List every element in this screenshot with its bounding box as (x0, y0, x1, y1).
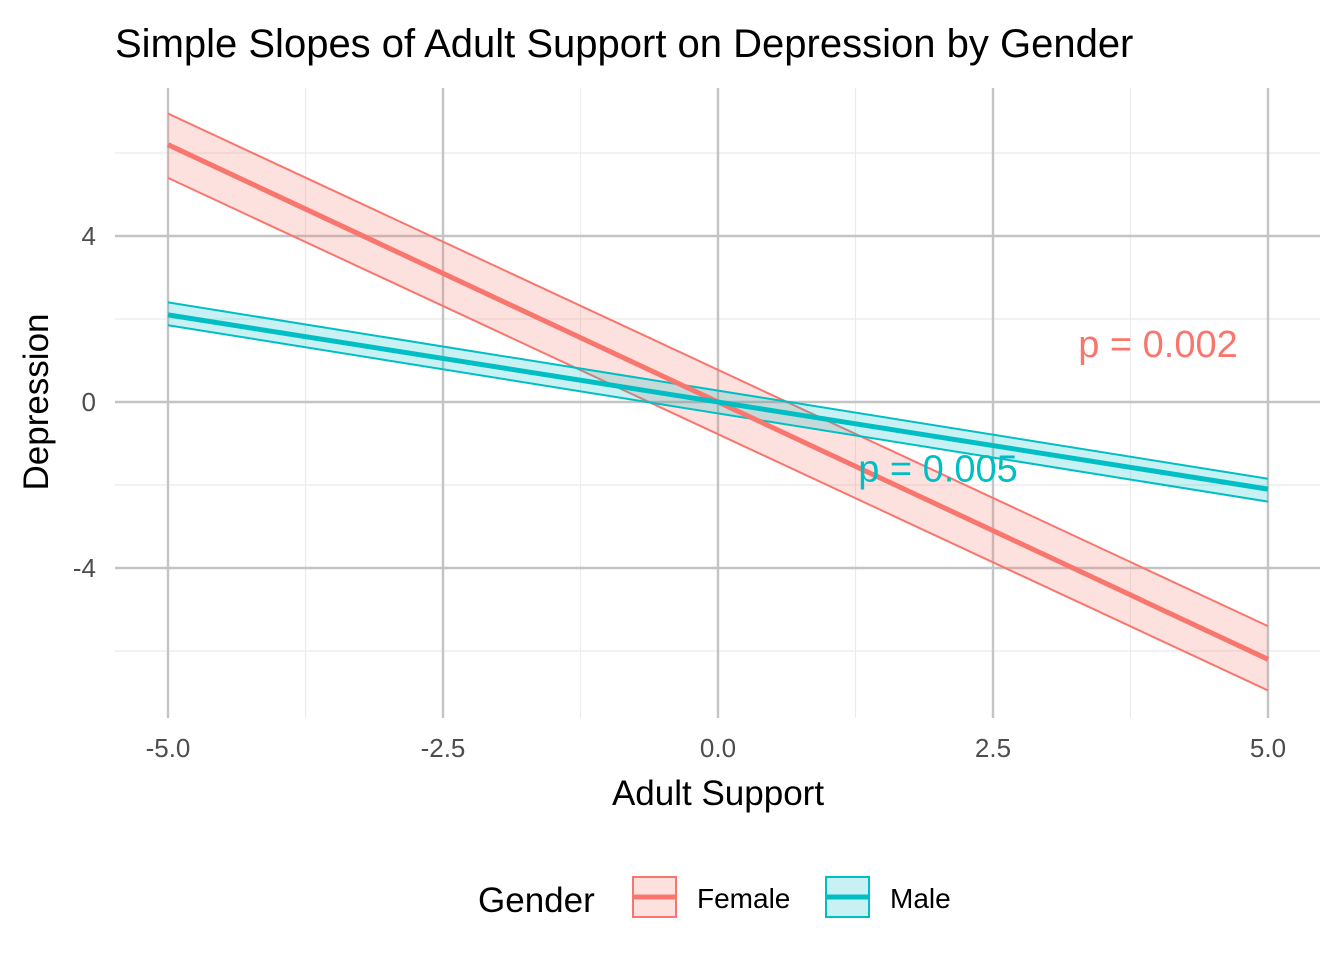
x-tick-label: -5.0 (146, 733, 191, 763)
y-axis-tick-labels: -4 0 4 (73, 221, 96, 583)
female-ci-lower-line (167, 176, 1269, 692)
y-axis-title: Depression (17, 313, 56, 490)
female-ci-upper-line (167, 112, 1269, 628)
p-value-annotations: p = 0.002 p = 0.005 (858, 324, 1238, 491)
p-value-annotation: p = 0.002 (1078, 324, 1238, 366)
y-tick-label: 4 (82, 221, 96, 251)
legend-label-female: Female (697, 883, 790, 914)
x-tick-label: -2.5 (421, 733, 466, 763)
legend-label-male: Male (890, 883, 951, 914)
legend-title: Gender (478, 881, 595, 920)
male-ci-lower-line (167, 324, 1269, 503)
x-axis-title: Adult Support (612, 774, 824, 813)
x-tick-label: 0.0 (700, 733, 736, 763)
male-slope-line (167, 312, 1269, 492)
male-ci-upper-line (167, 301, 1269, 480)
legend: Gender Female Male (478, 876, 951, 920)
chart-title: Simple Slopes of Adult Support on Depres… (115, 22, 1133, 66)
y-tick-label: 0 (82, 387, 96, 417)
y-tick-label: -4 (73, 553, 96, 583)
x-tick-label: 5.0 (1250, 733, 1286, 763)
x-axis-tick-labels: -5.0 -2.5 0.0 2.5 5.0 (146, 733, 1286, 763)
p-value-annotation: p = 0.005 (858, 448, 1018, 490)
x-tick-label: 2.5 (975, 733, 1011, 763)
slope-lines (166, 142, 1270, 662)
